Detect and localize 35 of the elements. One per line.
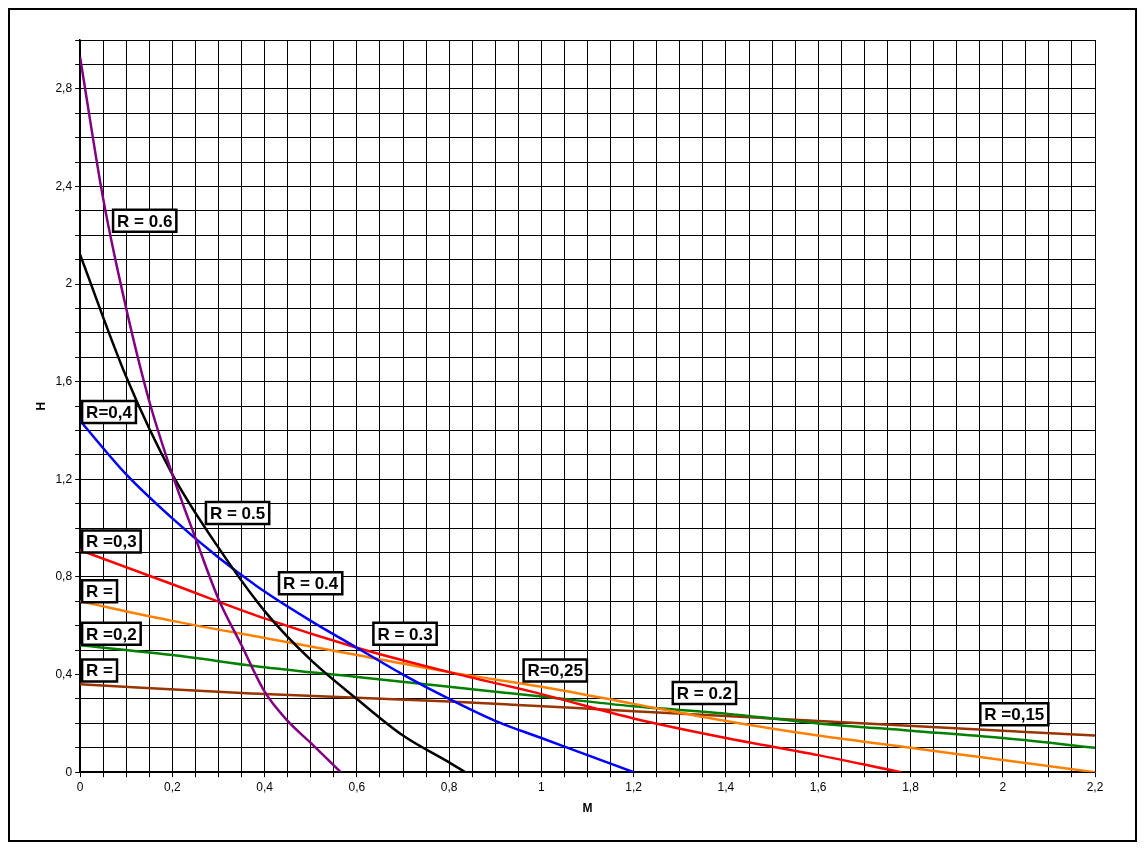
- y-tick-label: 0: [65, 764, 73, 779]
- x-tick-label: 0,4: [256, 779, 274, 794]
- y-tick-label: 1,2: [55, 471, 73, 486]
- annotation: R=0,4: [86, 402, 133, 422]
- x-tick-label: 1,2: [625, 779, 643, 794]
- y-axis-title: H: [33, 401, 48, 411]
- annotation: R=0,25: [527, 661, 583, 681]
- y-tick-label: 0,4: [55, 666, 73, 681]
- y-tick-label: 1,6: [55, 374, 73, 389]
- annotation: R =: [86, 661, 114, 681]
- y-tick-label: 2,4: [55, 178, 73, 193]
- x-tick-label: 0,8: [440, 779, 458, 794]
- x-tick-label: 1,8: [902, 779, 920, 794]
- annotation: R =0,3: [86, 532, 137, 552]
- x-tick-label: 0: [76, 779, 84, 794]
- x-tick-label: 1,4: [717, 779, 735, 794]
- line-series: [80, 55, 342, 773]
- x-axis-title: M: [582, 801, 593, 816]
- y-tick-label: 0,8: [55, 569, 73, 584]
- annotation: R =0,2: [86, 624, 137, 644]
- x-tick-label: 0,2: [164, 779, 182, 794]
- x-tick-label: 2,2: [1086, 779, 1104, 794]
- y-tick-label: 2,8: [55, 81, 73, 96]
- x-tick-label: 0,6: [348, 779, 366, 794]
- annotation: R = 0.4: [283, 573, 339, 593]
- x-tick-label: 1,6: [809, 779, 827, 794]
- x-tick-label: 2: [999, 779, 1007, 794]
- annotation: R =: [86, 582, 114, 602]
- annotation: R = 0.5: [209, 503, 266, 523]
- annotation: R = 0.6: [117, 211, 173, 231]
- annotation: R =0,15: [984, 705, 1045, 725]
- annotation: R = 0.2: [676, 683, 733, 703]
- annotation: R = 0.3: [377, 624, 433, 644]
- y-tick-label: 2: [65, 276, 73, 291]
- x-tick-label: 1: [538, 779, 546, 794]
